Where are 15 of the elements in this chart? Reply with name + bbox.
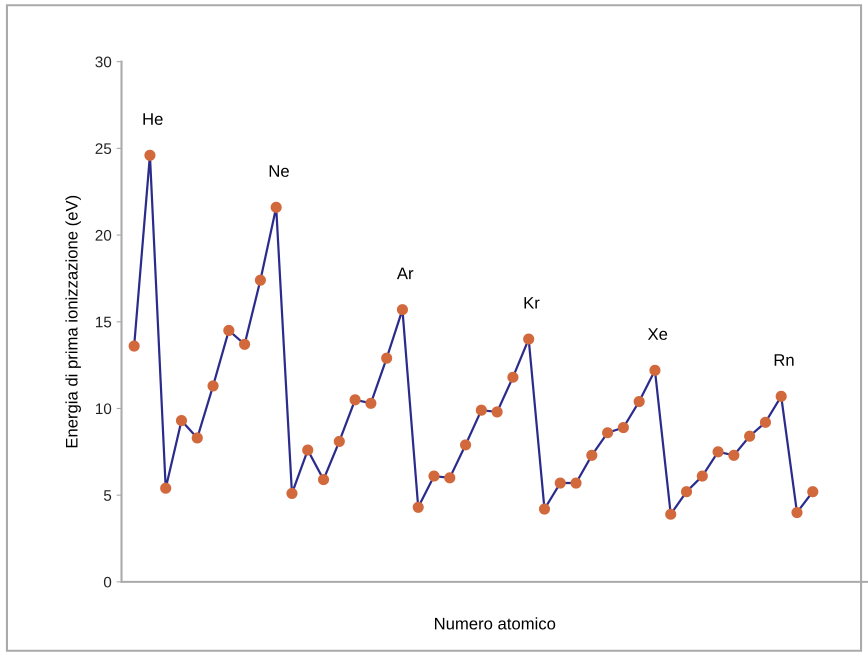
y-tick-label: 10 (96, 403, 112, 414)
annotation: Kr (524, 297, 540, 309)
annotation: Rn (774, 354, 794, 366)
annotation: Xe (648, 328, 668, 340)
x-axis-title: Numero atomico (435, 617, 556, 630)
y-tick-label: 20 (96, 230, 112, 241)
y-tick-label: 0 (104, 576, 112, 588)
annotation: He (143, 113, 163, 125)
y-tick-label: 15 (96, 316, 112, 328)
annotation: Ar (396, 268, 414, 280)
y-tick-label: 25 (96, 143, 112, 154)
annotation: Ne (270, 165, 289, 177)
y-tick-label: 5 (104, 490, 112, 501)
y-tick-label: 30 (95, 56, 112, 68)
y-axis-title: Energia di prima ionizzazione (eV) (65, 196, 81, 448)
